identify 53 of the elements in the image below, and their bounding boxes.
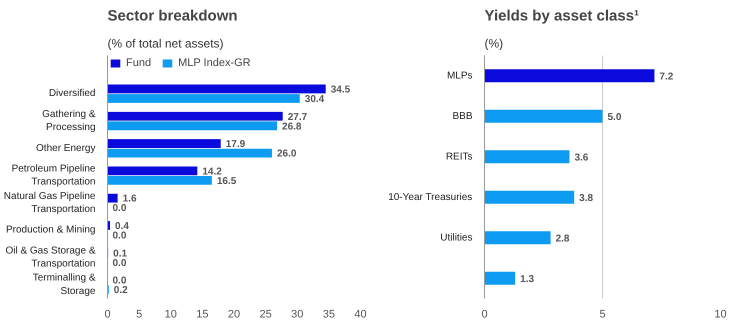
data-label: 0.0 [112, 258, 127, 269]
data-label: 5.0 [608, 112, 622, 123]
chart-title: Yields by asset class¹ [484, 8, 640, 24]
y-tick-label: Gathering & Processing [42, 108, 96, 134]
data-label: 17.9 [226, 139, 246, 150]
y-tick-label: REITs [446, 151, 472, 162]
data-label: 14.2 [202, 166, 222, 178]
x-tick-label: 0 [481, 308, 488, 320]
y-tick-label: Natural Gas Pipeline Transportation [4, 190, 96, 216]
legend-label: Fund [126, 57, 152, 69]
y-tick-label: Oil & Gas Storage & Transportation [5, 245, 96, 270]
y-tick-label: BBB [452, 110, 473, 122]
data-label: 34.5 [330, 84, 351, 96]
x-tick-label: 30 [291, 308, 304, 320]
x-tick-label: 5 [599, 308, 606, 320]
legend-label: MLP Index-GR [178, 57, 251, 69]
y-tick-label: Terminalling & Storage [32, 272, 96, 297]
data-label: 2.8 [556, 233, 570, 244]
chart-subtitle: (%) [484, 36, 504, 50]
data-label: 3.6 [574, 152, 589, 164]
x-tick-label: 25 [260, 308, 272, 320]
x-tick-label: 10 [164, 308, 177, 320]
y-tick-label: Utilities [440, 232, 473, 244]
x-tick-label: 10 [714, 308, 727, 320]
y-tick-label: MLPs [446, 70, 472, 82]
data-label: 30.4 [304, 94, 325, 106]
data-label: 16.5 [216, 176, 237, 187]
y-tick-label: Other Energy [36, 142, 96, 154]
data-label: 27.7 [288, 112, 308, 123]
data-label: 0.4 [115, 220, 130, 232]
y-tick-label: Diversified [48, 88, 96, 100]
chart-subtitle: (% of total net assets) [108, 36, 224, 50]
data-label: 0.2 [114, 285, 128, 296]
chart-title: Sector breakdown [108, 8, 238, 24]
data-label: 1.6 [122, 194, 137, 205]
y-tick-label: Petroleum Pipeline Transportation [12, 164, 96, 188]
data-label: 7.2 [659, 71, 674, 82]
data-label: 0.0 [112, 276, 127, 287]
x-tick-label: 15 [196, 308, 209, 320]
y-tick-label: Production & Mining [6, 224, 96, 236]
x-tick-label: 0 [104, 308, 111, 320]
y-tick-label: 10-Year Treasuries [388, 192, 472, 203]
data-label: 0.0 [112, 230, 127, 242]
data-label: 1.3 [520, 274, 535, 285]
x-tick-label: 5 [136, 308, 142, 320]
data-label: 3.8 [579, 192, 594, 204]
x-tick-label: 40 [354, 308, 367, 320]
data-label: 26.0 [276, 148, 297, 160]
x-tick-label: 20 [228, 308, 240, 320]
data-label: 26.8 [282, 121, 302, 132]
data-label: 0.1 [113, 248, 128, 260]
data-label: 0.0 [112, 203, 127, 214]
x-tick-label: 35 [322, 308, 336, 320]
